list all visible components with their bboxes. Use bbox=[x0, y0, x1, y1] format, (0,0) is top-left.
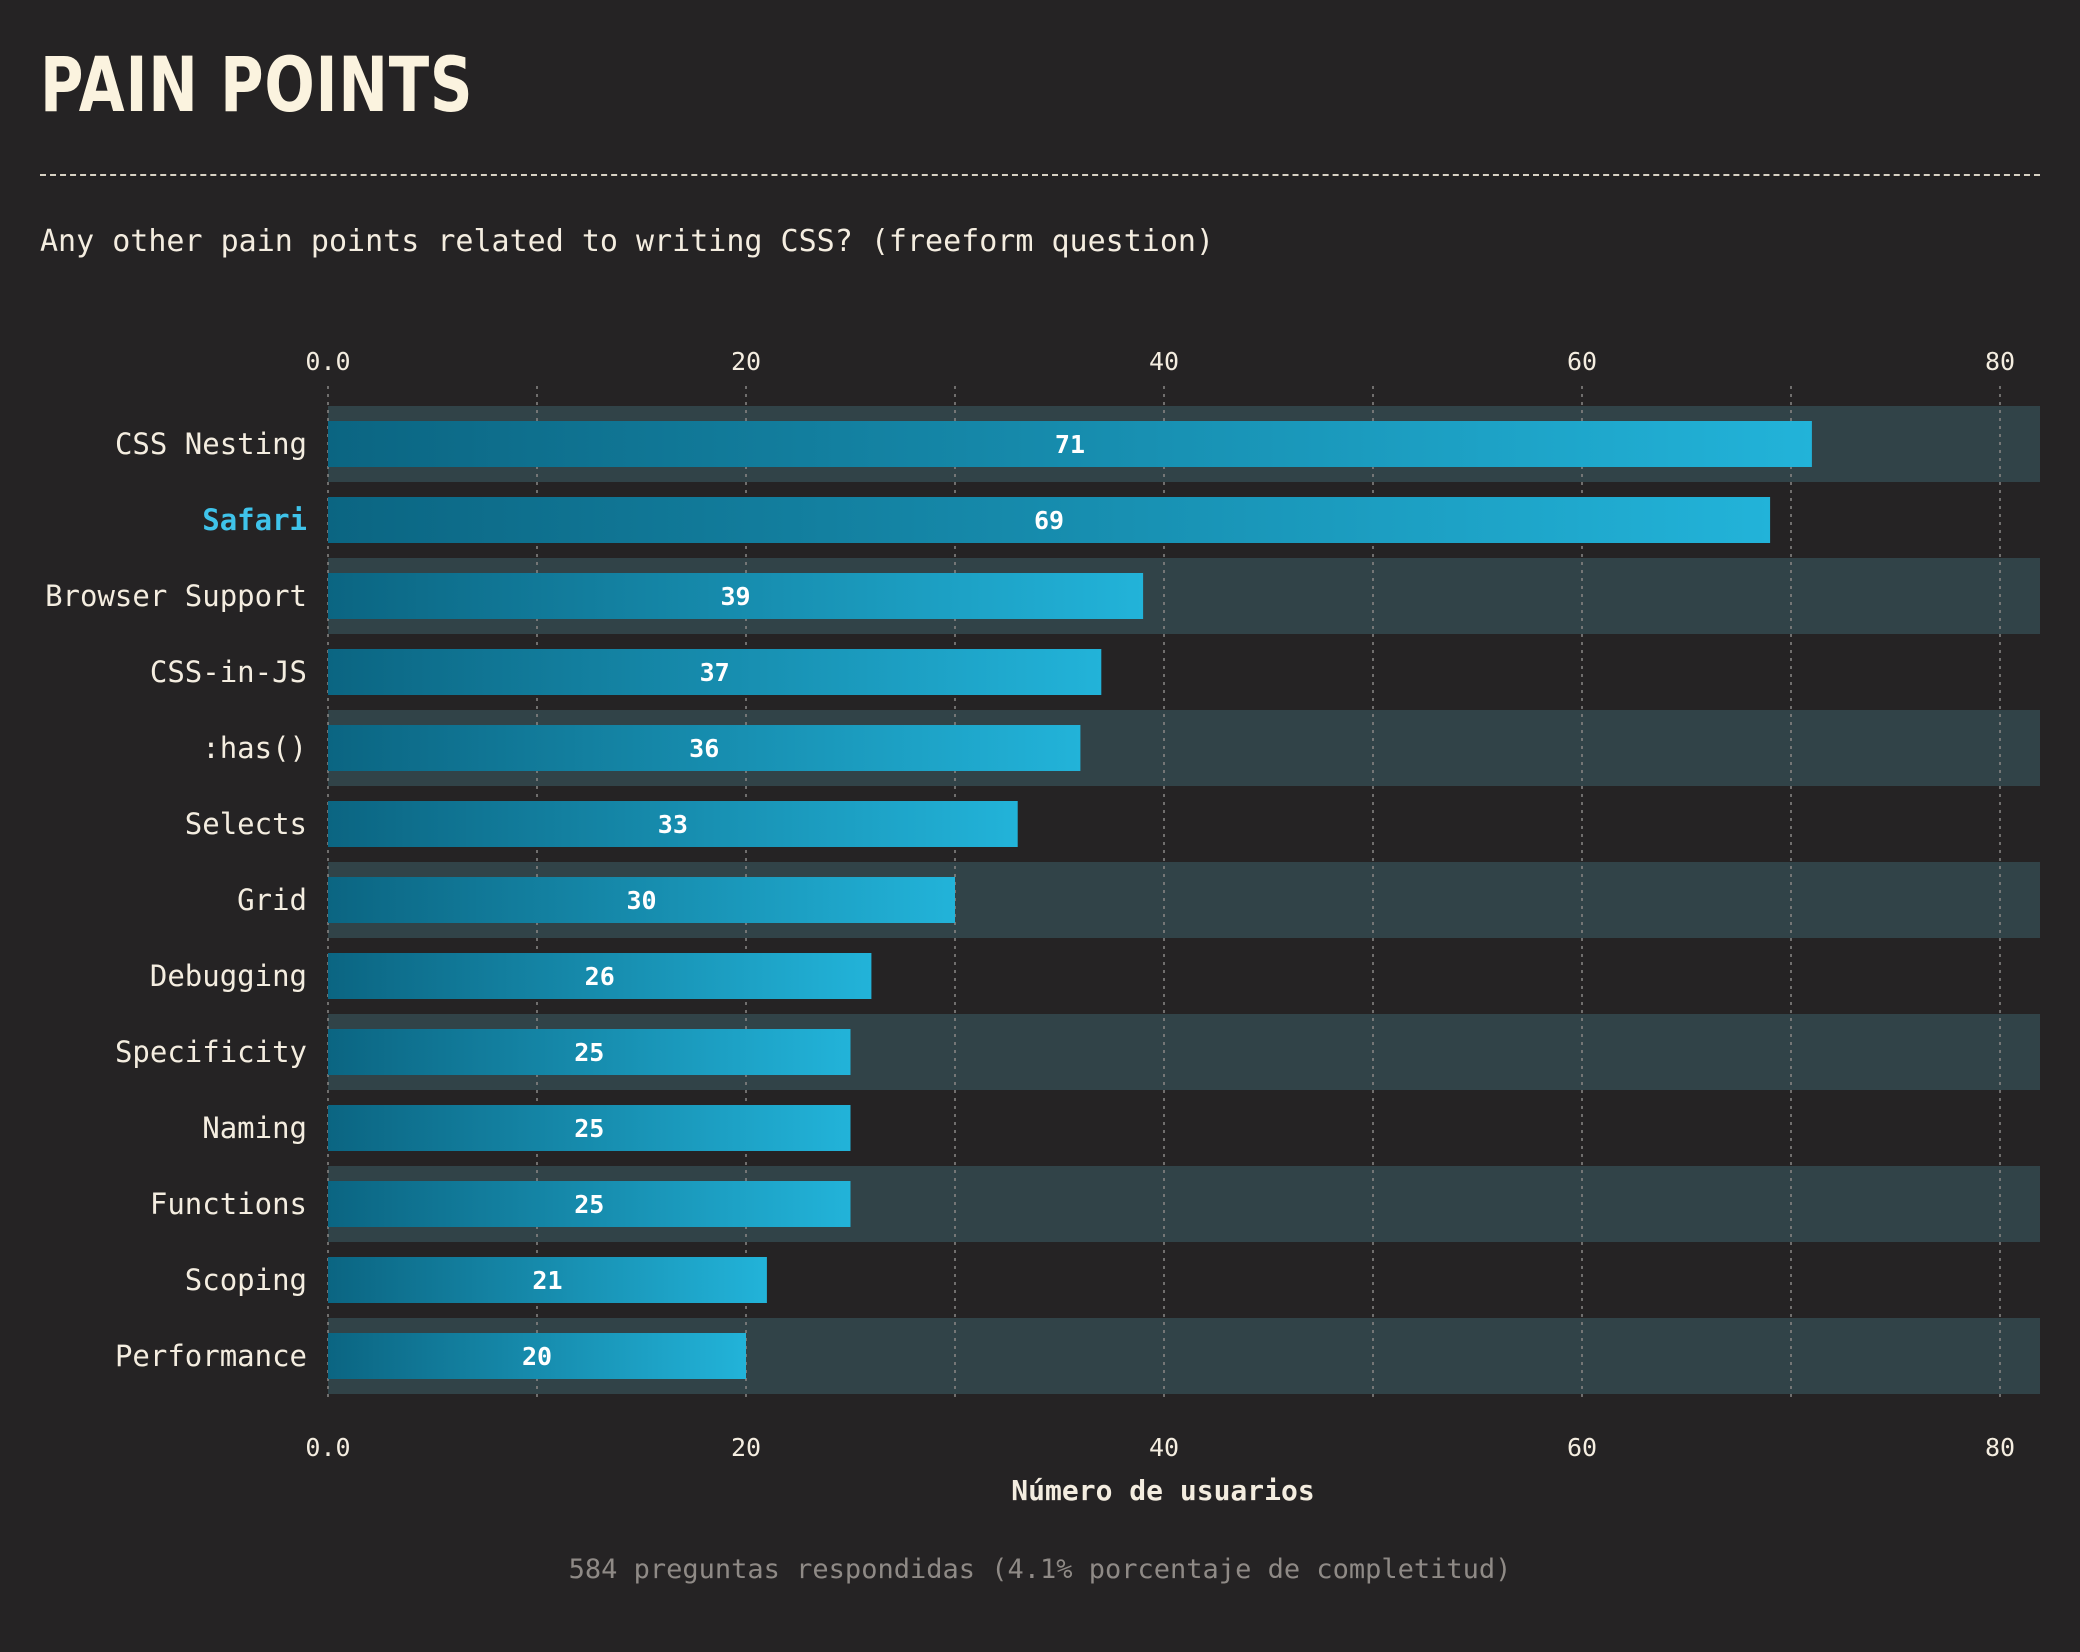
bar-value-label: 25 bbox=[574, 1114, 604, 1143]
x-axis-title: Número de usuarios bbox=[1011, 1474, 1314, 1507]
x-tick-label: 20 bbox=[731, 347, 761, 376]
bar-value-label: 25 bbox=[574, 1190, 604, 1219]
x-tick-label: 40 bbox=[1149, 1433, 1179, 1462]
category-label: :has() bbox=[202, 731, 307, 765]
bar-value-label: 30 bbox=[626, 886, 656, 915]
x-tick-label: 60 bbox=[1567, 1433, 1597, 1462]
bar bbox=[328, 1105, 851, 1151]
x-tick-label: 20 bbox=[731, 1433, 761, 1462]
category-label: Naming bbox=[202, 1111, 307, 1145]
bar-value-label: 36 bbox=[689, 734, 719, 763]
bar-value-label: 21 bbox=[532, 1266, 562, 1295]
x-tick-label: 0.0 bbox=[305, 347, 350, 376]
bar bbox=[328, 953, 872, 999]
x-tick-label: 80 bbox=[1985, 347, 2015, 376]
bar bbox=[328, 1181, 851, 1227]
category-label: Functions bbox=[150, 1187, 307, 1221]
category-label: CSS-in-JS bbox=[150, 655, 307, 689]
bar bbox=[328, 1257, 767, 1303]
bar bbox=[328, 801, 1018, 847]
bar bbox=[328, 1333, 746, 1379]
category-label: Grid bbox=[237, 883, 307, 917]
title-divider bbox=[40, 174, 2040, 176]
bar bbox=[328, 421, 1812, 467]
bar-value-label: 26 bbox=[585, 962, 615, 991]
category-label: Specificity bbox=[115, 1035, 307, 1069]
bar-value-label: 71 bbox=[1055, 430, 1085, 459]
bar bbox=[328, 877, 955, 923]
bar-value-label: 69 bbox=[1034, 506, 1064, 535]
category-label: CSS Nesting bbox=[115, 427, 307, 461]
category-label: Performance bbox=[115, 1339, 307, 1373]
x-tick-label: 80 bbox=[1985, 1433, 2015, 1462]
question-text: Any other pain points related to writing… bbox=[40, 224, 1214, 259]
x-tick-label: 0.0 bbox=[305, 1433, 350, 1462]
footer-note: 584 preguntas respondidas (4.1% porcenta… bbox=[568, 1554, 1512, 1585]
bar bbox=[328, 497, 1771, 543]
bar bbox=[328, 573, 1144, 619]
category-label: Browser Support bbox=[45, 579, 307, 613]
bar-value-label: 25 bbox=[574, 1038, 604, 1067]
category-label: Selects bbox=[185, 807, 307, 841]
bar-value-label: 33 bbox=[658, 810, 688, 839]
bar bbox=[328, 725, 1081, 771]
bar-value-label: 37 bbox=[700, 658, 730, 687]
bar-value-label: 39 bbox=[720, 582, 750, 611]
category-label: Safari bbox=[202, 503, 307, 537]
bar bbox=[328, 649, 1102, 695]
category-label: Scoping bbox=[185, 1263, 307, 1297]
page-title: PAIN POINTS bbox=[40, 40, 474, 129]
x-tick-label: 40 bbox=[1149, 347, 1179, 376]
category-label: Debugging bbox=[150, 959, 307, 993]
x-tick-label: 60 bbox=[1567, 347, 1597, 376]
bar bbox=[328, 1029, 851, 1075]
bar-value-label: 20 bbox=[522, 1342, 552, 1371]
